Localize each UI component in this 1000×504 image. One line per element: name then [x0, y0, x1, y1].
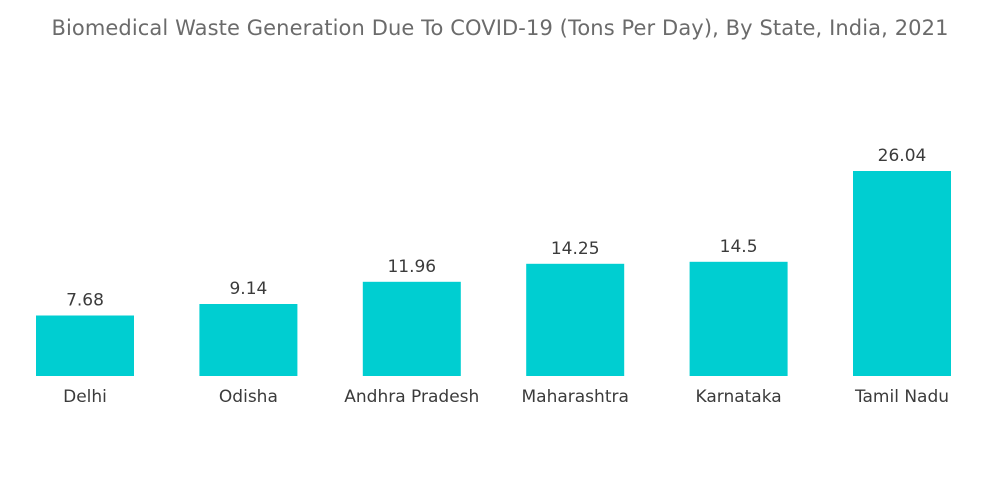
category-label: Odisha: [219, 387, 278, 407]
bar-maharashtra: [526, 263, 625, 376]
value-label: 14.5: [720, 237, 758, 257]
category-label: Delhi: [63, 387, 107, 407]
value-label: 9.14: [229, 279, 267, 299]
category-label: Tamil Nadu: [854, 387, 949, 407]
bar-delhi: [36, 315, 134, 376]
category-label: Maharashtra: [522, 387, 629, 407]
value-label: 11.96: [387, 257, 436, 277]
bar-tamil-nadu: [853, 171, 951, 376]
value-label: 14.25: [551, 239, 600, 259]
category-label: Andhra Pradesh: [344, 387, 479, 407]
bar-karnataka: [689, 261, 788, 376]
value-label: 26.04: [878, 146, 927, 166]
value-label: 7.68: [66, 291, 104, 311]
chart-title: Biomedical Waste Generation Due To COVID…: [51, 16, 949, 40]
bar-odisha: [199, 304, 298, 376]
bar-andhra-pradesh: [362, 281, 461, 376]
category-label: Karnataka: [695, 387, 781, 407]
